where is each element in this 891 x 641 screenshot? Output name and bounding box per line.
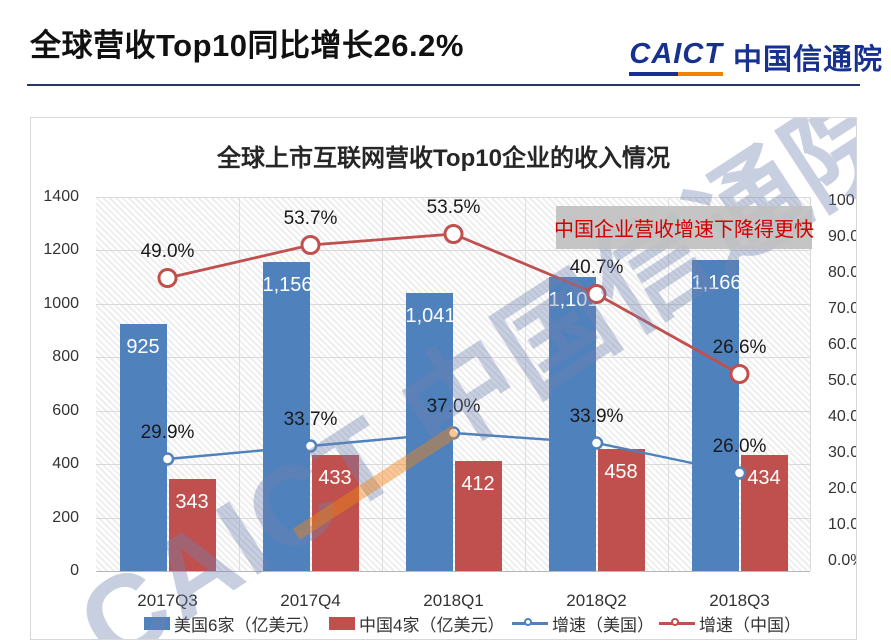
legend-swatch-icon	[144, 616, 170, 630]
caict-logo-underline	[629, 72, 723, 76]
growth-rate-label: 40.7%	[569, 257, 624, 278]
gridline-horizontal	[96, 517, 810, 519]
left-axis-tick: 400	[52, 455, 79, 473]
caict-logo-chinese: 中国信通院	[732, 44, 883, 76]
left-axis-tick: 1200	[43, 241, 79, 259]
legend-swatch-icon	[329, 616, 355, 630]
bar-value-label: 1,101	[548, 288, 599, 311]
bar-china-2018Q3	[740, 455, 788, 571]
left-axis-tick: 1400	[43, 188, 79, 205]
header-divider	[27, 84, 860, 86]
growth-rate-label: 29.9%	[140, 422, 195, 443]
right-axis-tick: 40.0%	[828, 408, 856, 425]
bar-value-label: 1,041	[405, 304, 456, 327]
right-axis-tick: 100.0%	[828, 192, 856, 209]
growth-rate-label: 33.9%	[569, 406, 624, 427]
right-axis-tick: 60.0%	[828, 336, 856, 353]
gridline-vertical	[382, 197, 383, 571]
right-axis-tick: 10.0%	[828, 516, 856, 533]
growth-rate-label: 53.5%	[426, 197, 481, 218]
bar-china-2017Q3	[168, 479, 216, 571]
legend-line-marker-icon	[512, 617, 548, 630]
legend-item: 中国4家（亿美元）	[329, 610, 504, 636]
bar-value-label: 925	[126, 335, 160, 358]
x-axis-label: 2017Q3	[137, 591, 198, 610]
left-axis-tick: 200	[52, 508, 79, 526]
right-axis-tick: 0.0%	[828, 552, 856, 569]
right-axis-tick: 80.0%	[828, 264, 856, 281]
bar-us-2018Q1	[405, 292, 453, 571]
growth-rate-label: 26.6%	[712, 337, 767, 358]
bar-value-label: 1,166	[691, 271, 742, 294]
right-axis-tick: 90.0%	[828, 228, 856, 245]
right-axis-tick: 70.0%	[828, 300, 856, 317]
right-axis-tick: 30.0%	[828, 444, 856, 461]
page-title: 全球营收Top10同比增长26.2%	[30, 28, 464, 63]
left-axis-tick: 800	[52, 348, 79, 366]
growth-rate-label: 53.7%	[283, 208, 338, 229]
caict-logo-latin: CAICT	[629, 38, 723, 76]
x-axis-label: 2017Q4	[280, 591, 341, 610]
bar-value-label: 343	[175, 491, 209, 514]
left-axis-tick: 0	[70, 562, 79, 579]
left-axis-tick: 1000	[43, 294, 79, 312]
gridline-horizontal	[96, 250, 810, 252]
bar-china-2018Q1	[454, 460, 502, 571]
right-axis-tick: 50.0%	[828, 372, 856, 389]
bar-value-label: 433	[318, 467, 352, 490]
chart-card: 全球上市互联网营收Top10企业的收入情况 CAICT 中国信通院® 中国企业营…	[30, 117, 857, 640]
left-axis-tick: 600	[52, 401, 79, 419]
gridline-vertical	[525, 197, 526, 571]
caict-logo: CAICT 中国信通院	[629, 36, 883, 78]
legend-item: 增速（美国）	[512, 610, 654, 636]
bar-china-2017Q4	[311, 455, 359, 571]
gridline-vertical	[668, 197, 669, 571]
growth-rate-label: 37.0%	[426, 396, 481, 417]
growth-rate-label: 49.0%	[140, 241, 195, 262]
growth-rate-label: 26.0%	[712, 436, 767, 457]
gridline-horizontal	[96, 197, 810, 198]
annotation-callout: 中国企业营收增速下降得更快	[554, 206, 814, 249]
gridline-horizontal	[96, 571, 810, 572]
legend-label: 增速（美国）	[552, 615, 654, 635]
gridline-horizontal	[96, 410, 810, 412]
bar-value-label: 458	[604, 460, 638, 483]
legend-label: 美国6家（亿美元）	[174, 615, 320, 635]
bar-value-label: 1,156	[262, 274, 313, 297]
bar-value-label: 434	[747, 467, 781, 490]
legend-item: 美国6家（亿美元）	[144, 610, 319, 636]
legend-label: 中国4家（亿美元）	[359, 615, 505, 635]
growth-rate-label: 33.7%	[283, 409, 338, 430]
bar-us-2017Q3	[119, 323, 167, 571]
plot-area	[96, 197, 811, 572]
legend-label: 增速（中国）	[699, 615, 801, 635]
chart-title: 全球上市互联网营收Top10企业的收入情况	[217, 145, 670, 172]
bar-value-label: 412	[461, 472, 495, 495]
bar-us-2018Q3	[691, 259, 739, 571]
right-axis-tick: 20.0%	[828, 480, 856, 497]
x-axis-label: 2018Q1	[423, 591, 484, 610]
gridline-vertical	[239, 197, 240, 571]
x-axis-label: 2018Q2	[566, 591, 627, 610]
legend-item: 增速（中国）	[659, 610, 801, 636]
x-axis-label: 2018Q3	[709, 591, 770, 610]
legend-line-marker-icon	[659, 617, 695, 630]
